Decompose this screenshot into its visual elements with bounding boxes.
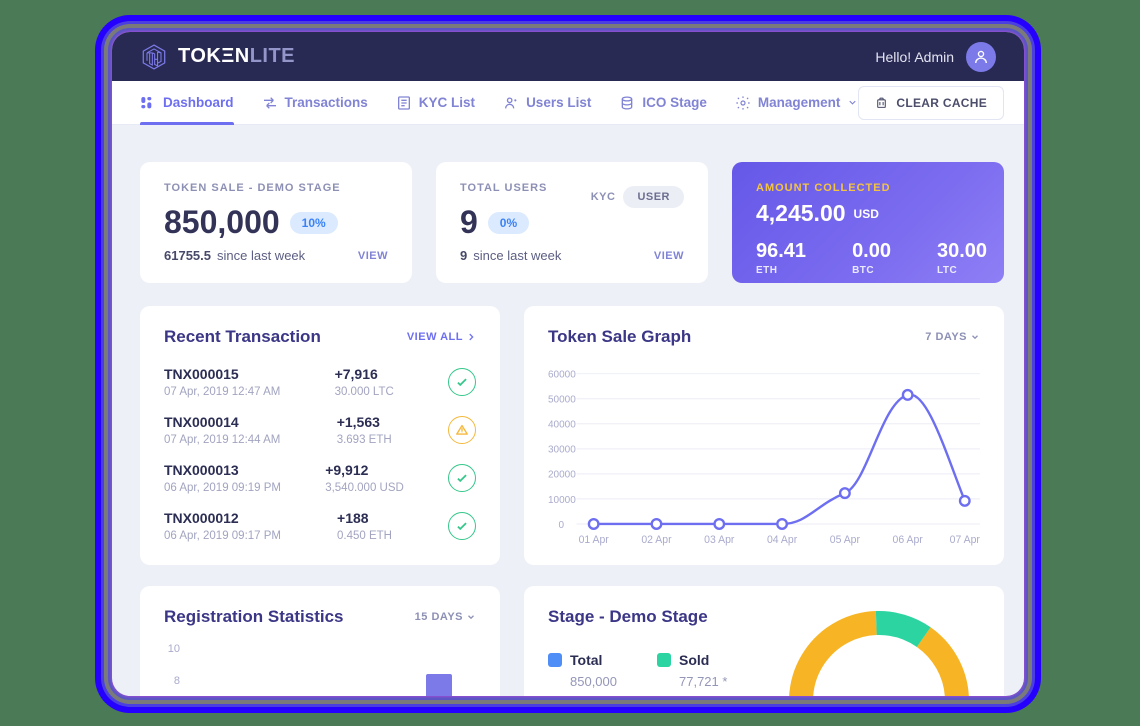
svg-text:06 Apr: 06 Apr bbox=[893, 534, 924, 546]
svg-text:60000: 60000 bbox=[548, 370, 576, 381]
svg-text:04 Apr: 04 Apr bbox=[767, 534, 798, 546]
svg-text:07 Apr: 07 Apr bbox=[950, 534, 980, 546]
svg-text:40000: 40000 bbox=[548, 420, 576, 431]
svg-text:02 Apr: 02 Apr bbox=[641, 534, 672, 546]
svg-text:05 Apr: 05 Apr bbox=[830, 534, 861, 546]
svg-text:01 Apr: 01 Apr bbox=[579, 534, 610, 546]
svg-text:10000: 10000 bbox=[548, 495, 576, 506]
svg-text:8: 8 bbox=[174, 675, 180, 687]
svg-text:0: 0 bbox=[558, 520, 564, 531]
svg-text:03 Apr: 03 Apr bbox=[704, 534, 735, 546]
svg-text:50000: 50000 bbox=[548, 395, 576, 406]
svg-text:10: 10 bbox=[168, 644, 180, 655]
svg-text:20000: 20000 bbox=[548, 470, 576, 481]
svg-text:30000: 30000 bbox=[548, 445, 576, 456]
